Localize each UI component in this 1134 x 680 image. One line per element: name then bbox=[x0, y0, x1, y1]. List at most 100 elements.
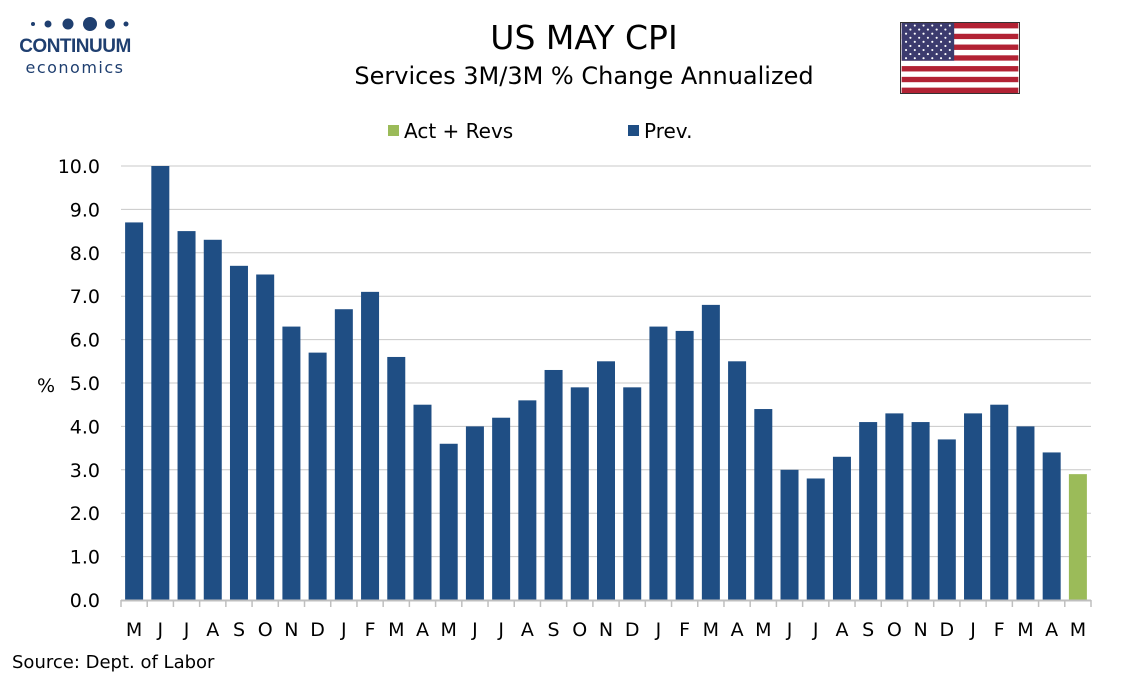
bar bbox=[308, 352, 327, 600]
bar bbox=[1016, 426, 1035, 600]
y-tick-label: 8.0 bbox=[70, 243, 100, 265]
y-tick-label: 0.0 bbox=[70, 590, 100, 612]
bar bbox=[728, 361, 747, 600]
bar bbox=[439, 443, 458, 600]
source-note: Source: Dept. of Labor bbox=[12, 652, 215, 673]
chart-title: US MAY CPI bbox=[490, 18, 678, 57]
x-tick-label: O bbox=[572, 619, 587, 641]
legend-label: Act + Revs bbox=[404, 119, 513, 143]
x-tick-label: A bbox=[416, 619, 429, 641]
x-tick-label: D bbox=[310, 619, 325, 641]
x-tick-label: O bbox=[258, 619, 273, 641]
bar bbox=[885, 413, 904, 600]
logo-dots-icon bbox=[31, 17, 129, 31]
bar bbox=[806, 478, 825, 600]
x-tick-label: J bbox=[786, 619, 793, 641]
x-tick-label: A bbox=[1045, 619, 1058, 641]
bar bbox=[623, 387, 642, 600]
chart-subtitle: Services 3M/3M % Change Annualized bbox=[354, 62, 814, 90]
legend-swatch bbox=[628, 125, 639, 136]
x-tick-label: F bbox=[679, 619, 690, 641]
bar bbox=[334, 309, 353, 600]
bars bbox=[125, 166, 1087, 601]
bar bbox=[649, 326, 668, 600]
bar bbox=[387, 356, 406, 600]
x-tick-label: O bbox=[887, 619, 902, 641]
bar bbox=[1068, 474, 1087, 600]
bar bbox=[859, 422, 878, 600]
logo-sub-text: economics bbox=[25, 58, 125, 77]
bar bbox=[1042, 452, 1061, 600]
x-tick-label: J bbox=[157, 619, 164, 641]
bar bbox=[492, 417, 511, 600]
bar bbox=[937, 439, 956, 600]
bar bbox=[990, 404, 1009, 600]
x-tick-label: A bbox=[731, 619, 744, 641]
x-tick-label: J bbox=[471, 619, 478, 641]
bar bbox=[701, 304, 720, 600]
x-tick-label: D bbox=[939, 619, 954, 641]
legend-label: Prev. bbox=[644, 119, 692, 143]
bar bbox=[256, 274, 275, 600]
y-tick-label: 6.0 bbox=[70, 330, 100, 352]
logo-brand-text: CONTINUUM bbox=[19, 36, 131, 57]
y-axis-label: % bbox=[37, 375, 55, 397]
x-tick-label: J bbox=[497, 619, 504, 641]
x-tick-label: A bbox=[206, 619, 219, 641]
bar bbox=[911, 422, 930, 600]
y-axis-ticks: 0.0 1.0 2.0 3.0 4.0 5.0 6.0 7.0 8.0 9.0 10.0 bbox=[58, 156, 100, 612]
x-tick-label: J bbox=[969, 619, 976, 641]
bar bbox=[518, 400, 537, 600]
bar bbox=[780, 469, 799, 600]
y-tick-label: 1.0 bbox=[70, 547, 100, 569]
x-tick-label: S bbox=[233, 619, 245, 641]
y-tick-label: 5.0 bbox=[70, 373, 100, 395]
bar bbox=[282, 326, 301, 600]
x-tick-label: M bbox=[388, 619, 404, 641]
y-tick-label: 9.0 bbox=[70, 199, 100, 221]
bar bbox=[125, 222, 144, 601]
bar bbox=[413, 404, 432, 600]
x-tick-label: F bbox=[365, 619, 376, 641]
y-tick-label: 3.0 bbox=[70, 460, 100, 482]
y-tick-label: 4.0 bbox=[70, 416, 100, 438]
x-tick-label: J bbox=[340, 619, 347, 641]
x-tick-label: M bbox=[1070, 619, 1086, 641]
legend: Act + Revs Prev. bbox=[388, 119, 692, 143]
x-tick-label: J bbox=[183, 619, 190, 641]
bar bbox=[754, 409, 773, 600]
continuum-logo: CONTINUUM economics bbox=[10, 14, 140, 78]
x-axis bbox=[120, 599, 1092, 607]
x-tick-label: M bbox=[755, 619, 771, 641]
bar bbox=[203, 239, 222, 600]
x-tick-label: M bbox=[1017, 619, 1033, 641]
x-tick-label: J bbox=[812, 619, 819, 641]
bar bbox=[832, 456, 851, 600]
bar bbox=[151, 166, 170, 600]
x-tick-label: F bbox=[994, 619, 1005, 641]
x-tick-label: J bbox=[655, 619, 662, 641]
bar bbox=[597, 361, 615, 600]
bar bbox=[964, 413, 983, 600]
y-tick-label: 10.0 bbox=[58, 156, 100, 178]
bar bbox=[177, 231, 196, 600]
x-tick-label: M bbox=[703, 619, 719, 641]
x-tick-label: M bbox=[126, 619, 142, 641]
bar bbox=[465, 426, 484, 600]
bar bbox=[570, 387, 589, 600]
x-tick-label: S bbox=[548, 619, 560, 641]
x-tick-label: N bbox=[599, 619, 613, 641]
x-tick-label: A bbox=[521, 619, 534, 641]
bar bbox=[544, 369, 563, 600]
x-tick-label: D bbox=[625, 619, 640, 641]
x-tick-label: M bbox=[440, 619, 456, 641]
bar bbox=[361, 291, 380, 600]
bar bbox=[229, 265, 248, 600]
x-tick-label: S bbox=[862, 619, 874, 641]
x-tick-label: A bbox=[835, 619, 848, 641]
y-tick-label: 7.0 bbox=[70, 286, 100, 308]
us-flag-icon bbox=[900, 22, 1020, 94]
legend-swatch bbox=[388, 125, 399, 136]
